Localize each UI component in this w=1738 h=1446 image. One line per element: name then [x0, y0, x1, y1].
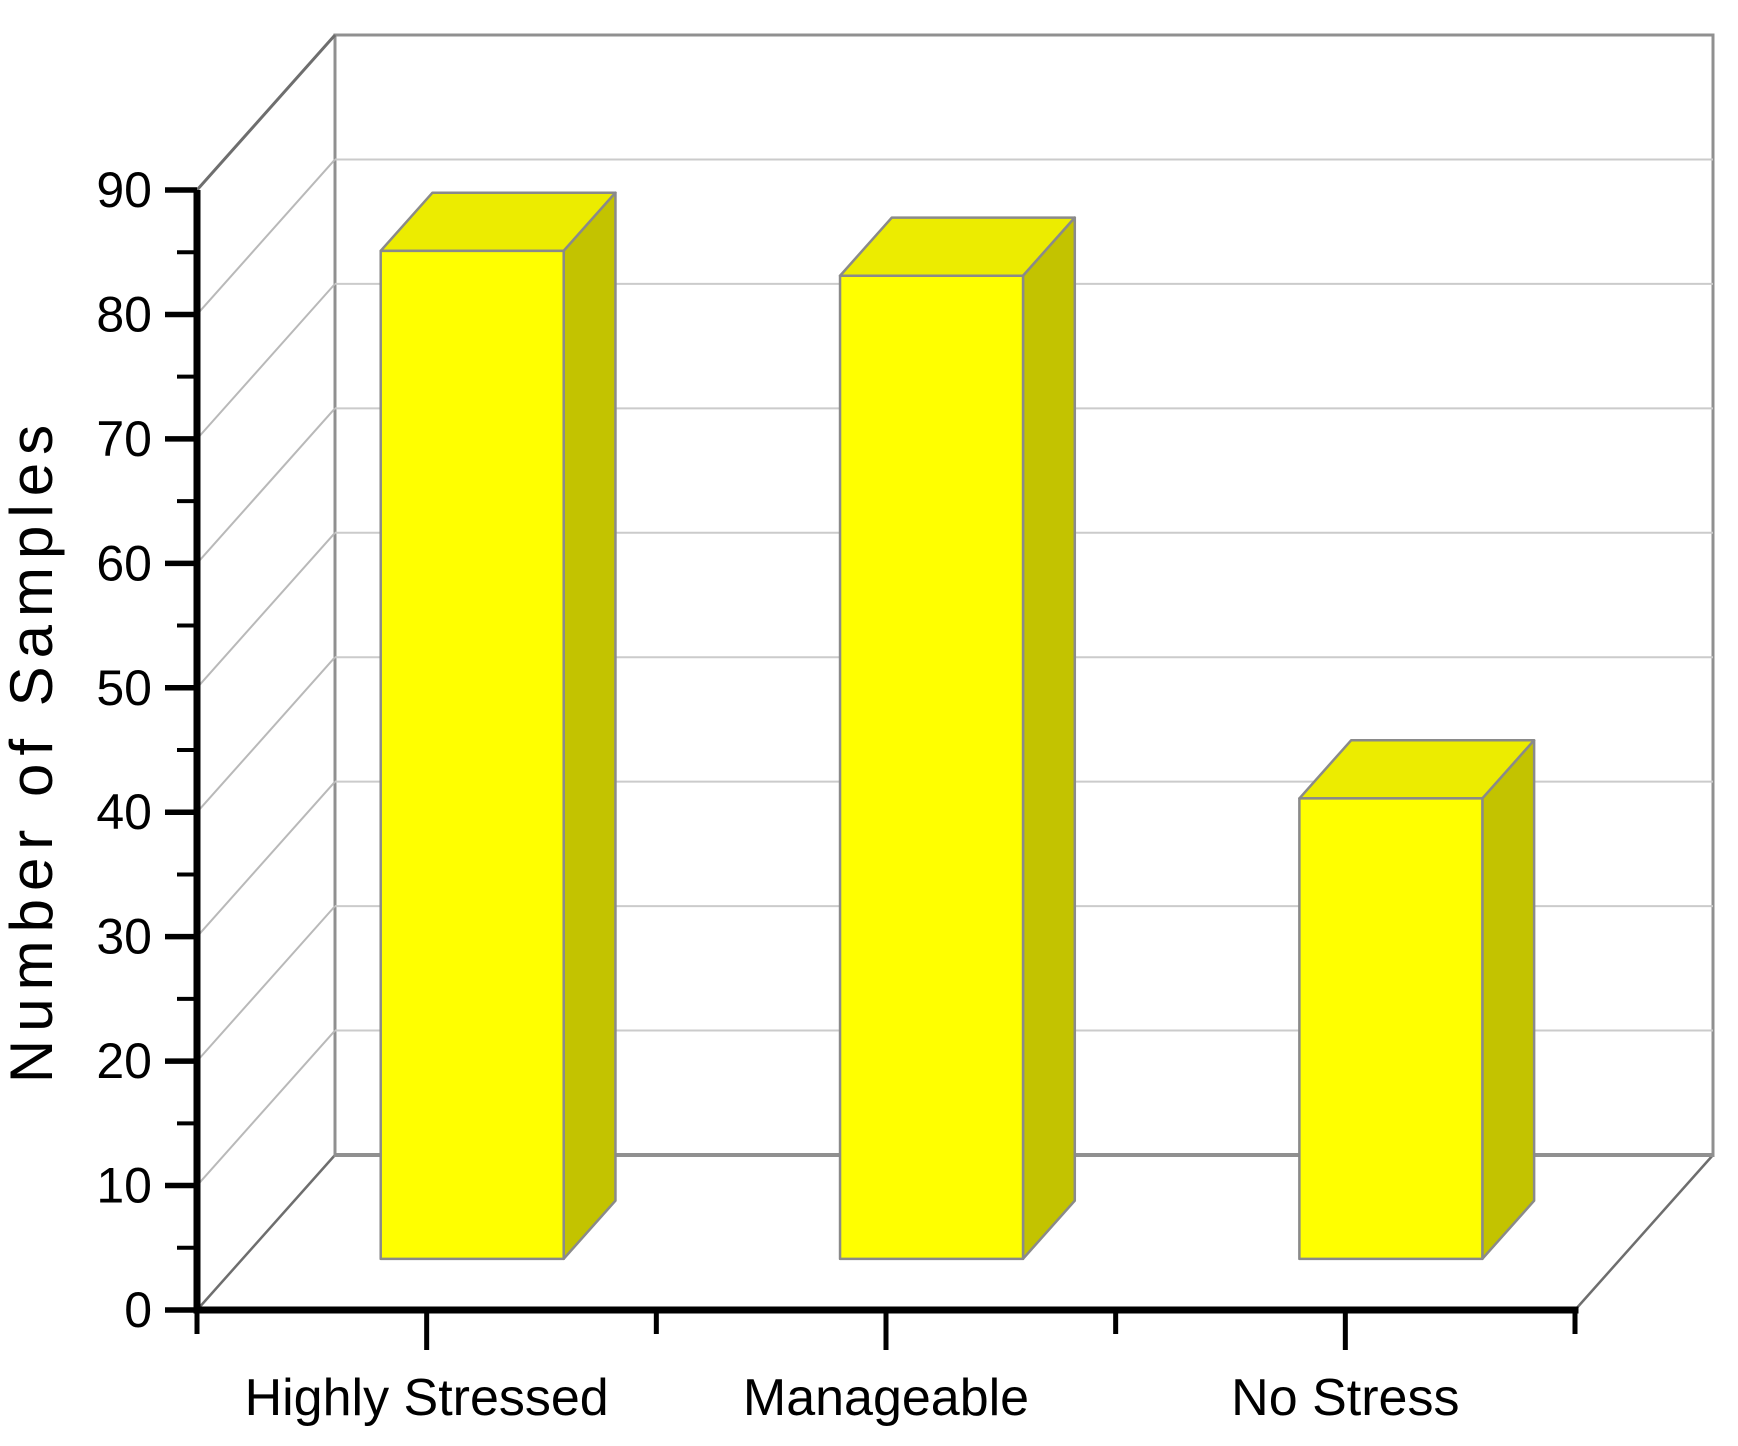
bar-no-stress	[1298, 739, 1536, 1261]
bar-front-face	[1298, 797, 1484, 1261]
y-tick-label-0: 0	[124, 1282, 152, 1338]
floor-right-edge	[1574, 1154, 1714, 1311]
left-wall-gridline-40	[196, 656, 336, 813]
left-wall-gridline-20	[196, 905, 336, 1062]
bar-side-face	[1021, 216, 1077, 1261]
y-axis-title: Number of Samples	[0, 417, 65, 1083]
y-tick-label-70: 70	[96, 411, 152, 467]
y-tick-label-40: 40	[96, 784, 152, 840]
left-wall-gridline-50	[196, 532, 336, 689]
left-wall-gridline-10	[196, 1029, 336, 1187]
floor-left-edge	[196, 1154, 336, 1311]
left-wall-gridline-30	[196, 781, 336, 938]
y-tick-label-50: 50	[96, 660, 152, 716]
category-label-no-stress: No Stress	[1231, 1369, 1459, 1427]
category-label-manageable: Manageable	[743, 1369, 1029, 1427]
bar-side-face	[1481, 739, 1536, 1261]
y-tick-label-80: 80	[96, 286, 152, 342]
y-tick-label-20: 20	[96, 1033, 152, 1089]
left-wall-gridline-80	[196, 158, 336, 316]
left-wall-top-edge	[195, 34, 337, 191]
y-tick-label-10: 10	[96, 1158, 152, 1214]
left-wall-gridline-60	[196, 407, 336, 564]
left-wall-gridline-70	[196, 283, 336, 440]
bar-front-face	[379, 249, 565, 1261]
bar-highly-stressed	[379, 191, 617, 1261]
y-tick-label-90: 90	[96, 162, 152, 218]
bar-side-face	[562, 191, 617, 1261]
bar-front-face	[838, 274, 1025, 1261]
bar-manageable	[838, 216, 1077, 1261]
category-label-highly-stressed: Highly Stressed	[245, 1369, 609, 1427]
y-tick-label-30: 30	[96, 909, 152, 965]
y-tick-label-60: 60	[96, 535, 152, 591]
